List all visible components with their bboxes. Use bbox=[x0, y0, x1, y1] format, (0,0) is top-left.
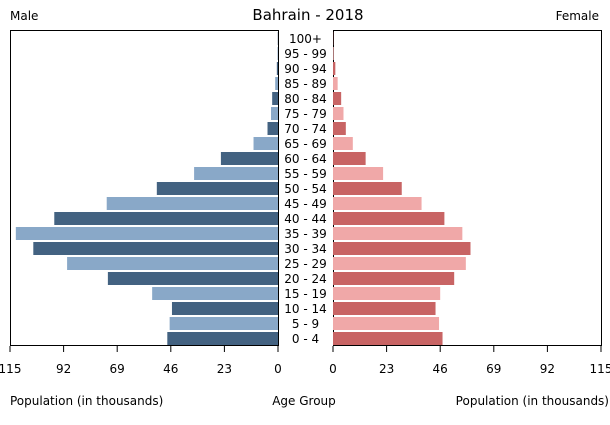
female-bar bbox=[333, 122, 346, 135]
female-bar bbox=[333, 227, 463, 240]
female-bar bbox=[333, 62, 336, 75]
age-group-label: 15 - 19 bbox=[284, 287, 327, 301]
age-group-label: 10 - 14 bbox=[284, 302, 327, 316]
age-group-label: 100+ bbox=[289, 32, 322, 46]
x-tick-label: 92 bbox=[540, 362, 555, 376]
age-group-label: 20 - 24 bbox=[284, 272, 327, 286]
male-bar bbox=[253, 137, 278, 150]
age-group-label: 30 - 34 bbox=[284, 242, 327, 256]
female-bar bbox=[333, 242, 471, 255]
female-bar bbox=[333, 287, 441, 300]
male-bars bbox=[15, 32, 279, 345]
age-group-label: 45 - 49 bbox=[284, 197, 327, 211]
age-group-label: 60 - 64 bbox=[284, 152, 327, 166]
x-tick-label: 23 bbox=[217, 362, 232, 376]
male-bar bbox=[167, 332, 278, 345]
age-group-label: 25 - 29 bbox=[284, 257, 327, 271]
female-x-axis-ticks: 0 23 46 69 92 115 bbox=[329, 346, 610, 376]
x-tick-label: 69 bbox=[110, 362, 125, 376]
male-bar bbox=[33, 242, 278, 255]
x-tick-label: 92 bbox=[56, 362, 71, 376]
x-tick-label: 69 bbox=[486, 362, 501, 376]
age-group-label: 50 - 54 bbox=[284, 182, 327, 196]
x-tick-label: 0 bbox=[274, 362, 282, 376]
male-bar bbox=[267, 122, 278, 135]
age-group-label: 40 - 44 bbox=[284, 212, 327, 226]
male-bar bbox=[194, 167, 278, 180]
male-bar bbox=[156, 182, 278, 195]
x-tick-label: 23 bbox=[379, 362, 394, 376]
female-bar bbox=[333, 212, 445, 225]
male-axis-label: Population (in thousands) bbox=[10, 394, 163, 408]
male-bar bbox=[220, 152, 278, 165]
male-bar bbox=[15, 227, 279, 240]
male-bar bbox=[54, 212, 278, 225]
x-tick-label: 115 bbox=[590, 362, 610, 376]
female-bar bbox=[333, 332, 443, 345]
female-bar bbox=[333, 47, 334, 60]
female-bar bbox=[333, 137, 353, 150]
male-bar bbox=[276, 62, 278, 75]
female-bar bbox=[333, 302, 436, 315]
male-bar bbox=[171, 302, 278, 315]
male-bar bbox=[275, 77, 278, 90]
female-bar bbox=[333, 77, 338, 90]
male-bar bbox=[271, 107, 278, 120]
age-group-label: 80 - 84 bbox=[284, 92, 327, 106]
female-bars bbox=[333, 32, 471, 345]
x-tick-label: 46 bbox=[433, 362, 448, 376]
age-group-label: 35 - 39 bbox=[284, 227, 327, 241]
female-bar bbox=[333, 197, 422, 210]
age-group-label: 75 - 79 bbox=[284, 107, 327, 121]
male-bar bbox=[272, 92, 278, 105]
x-tick-label: 46 bbox=[163, 362, 178, 376]
age-group-label: 55 - 59 bbox=[284, 167, 327, 181]
male-bar bbox=[169, 317, 278, 330]
female-bar bbox=[333, 107, 344, 120]
age-group-label: 5 - 9 bbox=[292, 317, 319, 331]
male-bar bbox=[106, 197, 278, 210]
female-bar bbox=[333, 167, 384, 180]
male-plot-frame bbox=[10, 30, 279, 346]
x-tick-label: 115 bbox=[0, 362, 21, 376]
male-bar bbox=[67, 257, 279, 270]
female-bar bbox=[333, 257, 466, 270]
age-group-label: 0 - 4 bbox=[292, 332, 319, 346]
female-bar bbox=[333, 182, 402, 195]
age-group-label: 70 - 74 bbox=[284, 122, 327, 136]
female-bar bbox=[333, 317, 440, 330]
age-group-label: 95 - 99 bbox=[284, 47, 327, 61]
female-bar bbox=[333, 92, 342, 105]
age-group-axis-label: Age Group bbox=[272, 394, 336, 408]
female-bar bbox=[333, 152, 366, 165]
x-tick-label: 0 bbox=[329, 362, 337, 376]
age-group-label: 65 - 69 bbox=[284, 137, 327, 151]
chart-title: Bahrain - 2018 bbox=[252, 6, 363, 24]
age-group-label: 90 - 94 bbox=[284, 62, 327, 76]
male-bar bbox=[107, 272, 278, 285]
male-bar bbox=[152, 287, 278, 300]
female-label: Female bbox=[556, 9, 599, 23]
female-bar bbox=[333, 272, 455, 285]
age-group-label: 85 - 89 bbox=[284, 77, 327, 91]
female-axis-label: Population (in thousands) bbox=[456, 394, 609, 408]
male-x-axis-ticks: 115 92 69 46 23 0 bbox=[0, 346, 282, 376]
male-label: Male bbox=[10, 9, 38, 23]
